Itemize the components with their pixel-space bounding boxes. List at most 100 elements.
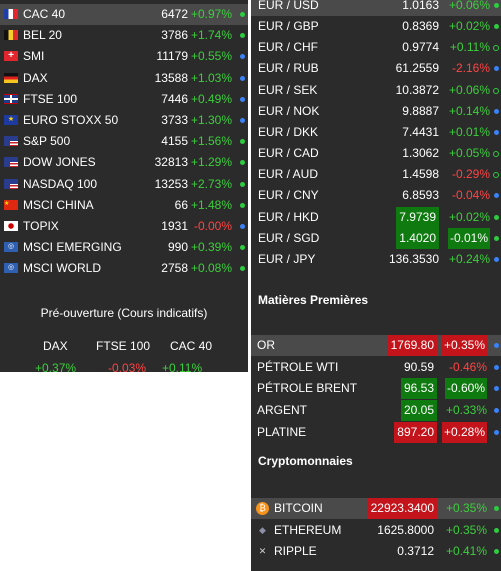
forex-row[interactable]: EUR / SGD 1.4020 -0.01% [251, 227, 501, 249]
preopen-index-name: FTSE 100 [96, 339, 151, 353]
index-change: +0.49% [190, 91, 232, 106]
index-price: 13588 [154, 70, 188, 85]
flag-us-icon [4, 157, 18, 168]
forex-row[interactable]: EUR / USD 1.0163 +0.06% [251, 0, 501, 16]
flag-fr-icon [4, 9, 18, 19]
index-price: 2758 [161, 261, 188, 276]
status-dot-icon [240, 160, 245, 166]
forex-row[interactable]: EUR / CHF 0.9774 +0.11% [251, 37, 501, 58]
status-dot-icon [494, 549, 499, 555]
forex-row[interactable]: EUR / RUB 61.2559 -2.16% [251, 58, 501, 79]
index-change: +0.08% [190, 261, 232, 276]
forex-row[interactable]: EUR / JPY 136.3530 +0.24% [251, 249, 501, 270]
status-dot-icon [240, 12, 245, 17]
indices-panel: CAC 40 6472 +0.97% BEL 20 3786 +1.74% + SMI 1117… [0, 0, 248, 375]
forex-row[interactable]: EUR / AUD 1.4598 -0.29% [251, 164, 501, 185]
crypto-section-title: Cryptomonnaies [258, 454, 353, 468]
index-change: +2.73% [190, 176, 232, 191]
forex-row[interactable]: EUR / GBP 0.8369 +0.02% [251, 16, 501, 37]
forex-rate: 1.3062 [402, 146, 439, 161]
index-change: +1.29% [190, 155, 232, 170]
status-dot-icon [494, 129, 499, 135]
commodity-name: PLATINE [257, 424, 307, 439]
forex-change: +0.24% [448, 251, 490, 266]
index-name: SMI [23, 49, 45, 64]
index-change: +1.03% [190, 70, 232, 85]
forex-change: +0.05% [448, 146, 490, 161]
flag-jp-icon [4, 221, 18, 231]
index-price: 7446 [161, 91, 188, 106]
flag-un-icon: ◎ [4, 263, 18, 274]
index-row[interactable]: DOW JONES 32813 +1.29% [0, 152, 248, 173]
index-row[interactable]: S&P 500 4155 +1.56% [0, 131, 248, 152]
commodity-row[interactable]: ARGENT 20.05 +0.33% [251, 400, 501, 422]
index-row[interactable]: BEL 20 3786 +1.74% [0, 25, 248, 46]
index-price: 66 [174, 197, 188, 212]
crypto-row[interactable]: ✕ RIPPLE 0.3712 +0.41% [251, 541, 501, 562]
status-dot-icon [493, 87, 499, 94]
index-row[interactable]: ◎ MSCI WORLD 2758 +0.08% [0, 258, 248, 279]
index-change: +1.74% [190, 28, 232, 43]
crypto-row[interactable]: ₿ BITCOIN 22923.3400 +0.35% [251, 498, 501, 519]
preopen-index-name: CAC 40 [170, 339, 213, 353]
commodities-section-title: Matières Premières [258, 293, 369, 307]
index-row[interactable]: ★ MSCI CHINA 66 +1.48% [0, 195, 248, 216]
status-dot-icon [493, 45, 499, 52]
index-name: FTSE 100 [23, 91, 78, 106]
crypto-change: +0.35% [445, 501, 487, 515]
forex-rate: 61.2559 [395, 61, 439, 76]
index-row[interactable]: NASDAQ 100 13253 +2.73% [0, 174, 248, 195]
preopen-title: Pré-ouverture (Cours indicatifs) [40, 306, 208, 320]
commodity-row[interactable]: PÉTROLE BRENT 96.53 -0.60% [251, 378, 501, 400]
index-row[interactable]: + SMI 11179 +0.55% [0, 46, 248, 67]
forex-rate: 136.3530 [388, 251, 439, 266]
forex-rate: 6.8593 [402, 188, 439, 203]
commodity-change: +0.33% [445, 403, 487, 418]
crypto-row[interactable]: ◆ ETHEREUM 1625.8000 +0.35% [251, 520, 501, 541]
forex-change: -0.29% [451, 167, 490, 182]
index-row[interactable]: ◎ MSCI EMERGING 990 +0.39% [0, 237, 248, 258]
index-change: +1.56% [190, 134, 232, 149]
index-price: 13253 [154, 176, 188, 191]
commodity-row[interactable]: PÉTROLE WTI 90.59 -0.46% [251, 357, 501, 378]
forex-change: +0.14% [448, 103, 490, 118]
index-name: MSCI EMERGING [23, 240, 122, 255]
currency-pair: EUR / RUB [258, 61, 319, 76]
index-row[interactable]: FTSE 100 7446 +0.49% [0, 89, 248, 110]
forex-change: -0.01% [447, 227, 490, 249]
index-name: DAX [23, 70, 48, 85]
status-dot-icon [494, 193, 499, 199]
forex-rate: 1.0163 [402, 0, 439, 12]
forex-change: -2.16% [451, 61, 490, 76]
forex-rate: 1.4020 [396, 227, 439, 249]
index-name: S&P 500 [23, 134, 71, 149]
index-row[interactable]: ★ EURO STOXX 50 3733 +1.30% [0, 110, 248, 131]
forex-change: +0.06% [448, 82, 490, 97]
flag-be-icon [4, 30, 18, 41]
forex-change: -0.04% [451, 188, 490, 203]
status-dot-icon [494, 527, 499, 533]
status-dot-icon [494, 108, 499, 114]
index-row[interactable]: TOPIX 1931 -0.00% [0, 216, 248, 237]
commodity-name: OR [257, 338, 275, 352]
forex-row[interactable]: EUR / HKD 7.9739 +0.02% [251, 206, 501, 228]
forex-row[interactable]: EUR / SEK 10.3872 +0.06% [251, 80, 501, 101]
forex-row[interactable]: EUR / CAD 1.3062 +0.05% [251, 143, 501, 164]
index-price: 11179 [156, 49, 188, 64]
preopen-change: +0.11% [162, 361, 203, 375]
forex-change: +0.06% [448, 0, 490, 12]
commodity-row[interactable]: OR 1769.80 +0.35% [251, 335, 501, 356]
index-name: CAC 40 [23, 7, 66, 21]
forex-rate: 1.4598 [402, 167, 439, 182]
index-row[interactable]: CAC 40 6472 +0.97% [0, 4, 248, 25]
index-price: 1931 [161, 219, 188, 233]
forex-row[interactable]: EUR / CNY 6.8593 -0.04% [251, 185, 501, 206]
index-name: EURO STOXX 50 [23, 113, 119, 127]
index-row[interactable]: DAX 13588 +1.03% [0, 68, 248, 89]
commodity-row[interactable]: PLATINE 897.20 +0.28% [251, 421, 501, 443]
index-name: MSCI CHINA [23, 197, 94, 212]
forex-row[interactable]: EUR / DKK 7.4431 +0.01% [251, 122, 501, 143]
forex-row[interactable]: EUR / NOK 9.8887 +0.14% [251, 101, 501, 122]
flag-cn-icon: ★ [4, 199, 18, 210]
status-dot-icon [494, 66, 499, 72]
